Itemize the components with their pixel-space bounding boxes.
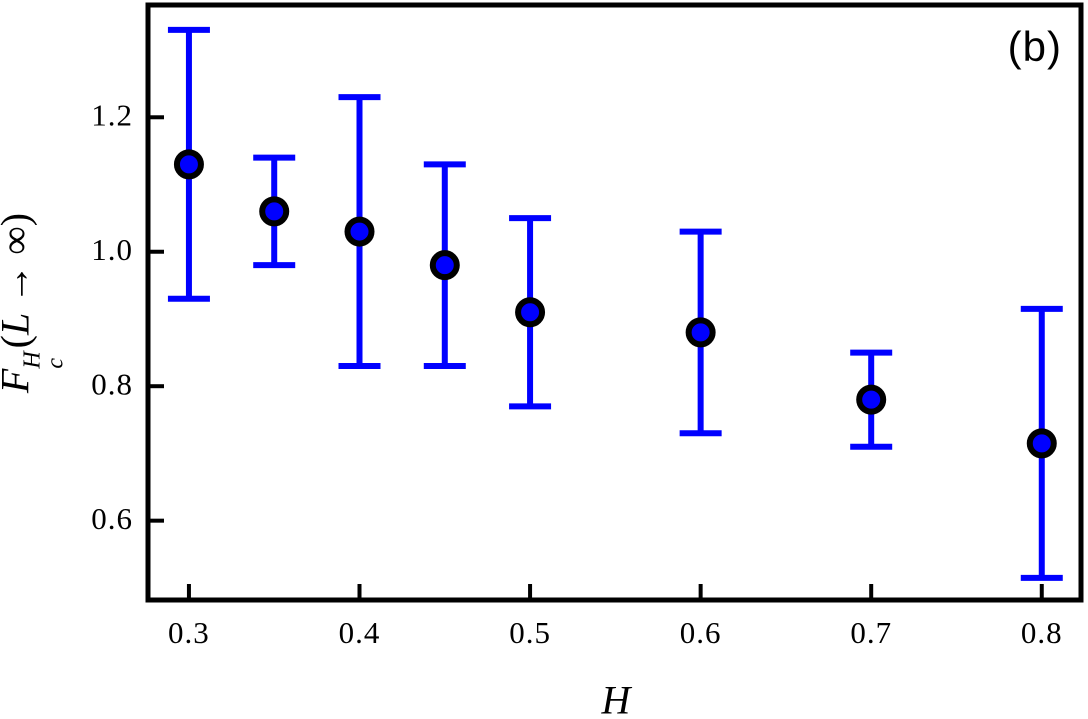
data-point-marker: [173, 149, 204, 180]
y-tick-label: 0.6: [91, 501, 133, 536]
ylabel-paren-close: ): [0, 213, 37, 226]
x-tick-label: 0.4: [339, 615, 381, 650]
ylabel-variable: L: [0, 313, 37, 335]
data-point-marker: [1026, 428, 1057, 459]
ylabel-base: F: [0, 369, 37, 393]
y-axis-label: FHc (L → ∞): [0, 213, 68, 393]
y-tick-label: 1.0: [91, 232, 133, 267]
x-tick-label: 0.6: [680, 615, 722, 650]
y-tick-label: 0.8: [91, 366, 133, 401]
right-arrow-icon: →: [0, 264, 37, 304]
y-tick-label: 1.2: [91, 97, 133, 132]
infinity-icon: ∞: [0, 226, 37, 255]
x-tick-label: 0.7: [850, 615, 892, 650]
x-axis-label: H: [601, 677, 631, 719]
data-point-marker: [259, 196, 290, 227]
x-tick-label: 0.3: [168, 615, 210, 650]
data-point-marker: [515, 297, 546, 328]
data-point-marker: [685, 317, 716, 348]
data-point-marker: [856, 384, 887, 415]
ylabel-subscript: c: [41, 358, 68, 369]
panel-label: (b): [1007, 23, 1062, 70]
axes-frame: [145, 2, 1084, 603]
data-point-marker: [429, 250, 460, 281]
x-tick-label: 0.5: [509, 615, 551, 650]
ylabel-paren-open: (: [0, 335, 37, 348]
ylabel-superscript: H: [19, 351, 46, 369]
x-tick-label: 0.8: [1021, 615, 1063, 650]
data-point-marker: [344, 216, 375, 247]
